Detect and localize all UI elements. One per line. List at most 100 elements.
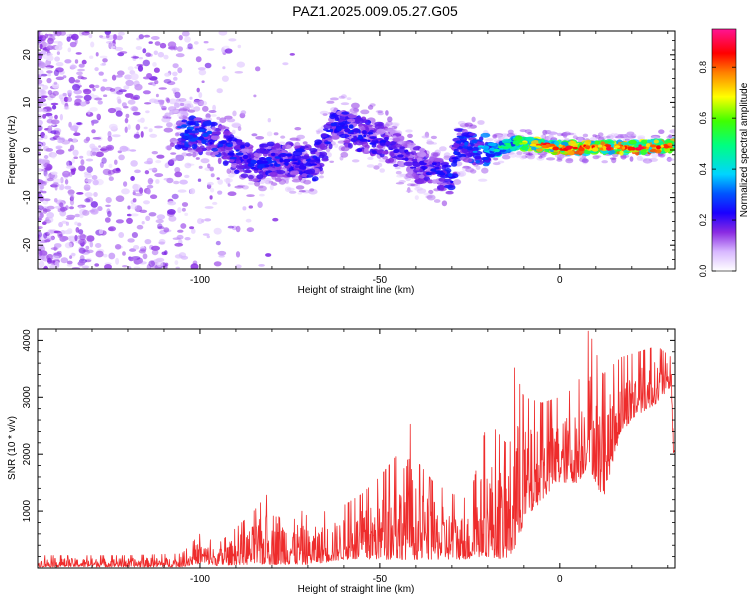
- ridge-halo-cell: [525, 153, 534, 156]
- noise-cell: [184, 174, 190, 179]
- ridge-halo-cell: [431, 142, 438, 145]
- noise-cell: [92, 179, 99, 186]
- ridge-cell: [320, 133, 328, 138]
- noise-cell: [166, 122, 173, 128]
- ridge-core-cell: [202, 133, 209, 137]
- ridge-core-cell: [622, 146, 626, 150]
- ridge-halo-cell: [536, 156, 545, 161]
- noise-cell: [167, 41, 177, 48]
- ridge-cell: [289, 170, 300, 176]
- noise-cell: [60, 257, 69, 264]
- noise-cell: [184, 36, 191, 43]
- noise-cell: [115, 257, 120, 265]
- ridge-cell: [535, 147, 544, 152]
- colorbar-tick-label: 0.8: [698, 61, 708, 74]
- noise-cell: [204, 218, 212, 222]
- noise-cell: [89, 107, 98, 112]
- ridge-halo-cell: [246, 194, 255, 198]
- noise-cell: [189, 188, 196, 195]
- noise-cell: [171, 87, 180, 93]
- noise-cell: [177, 229, 184, 233]
- noise-cell: [122, 265, 128, 268]
- noise-cell: [173, 180, 180, 185]
- noise-cell: [55, 76, 65, 81]
- noise-cell: [127, 99, 136, 105]
- ridge-core-cell: [545, 143, 550, 148]
- noise-cell: [42, 85, 49, 90]
- noise-cell: [62, 75, 67, 79]
- ridge-halo-cell: [493, 157, 499, 161]
- ridge-cell: [328, 143, 333, 150]
- noise-cell: [68, 121, 72, 128]
- snr-xlabel: Height of straight line (km): [298, 584, 415, 595]
- noise-cell: [73, 156, 78, 159]
- spectrogram-xtick-label: 0: [557, 275, 563, 286]
- ridge-core-cell: [348, 124, 354, 129]
- noise-cell: [56, 129, 60, 135]
- noise-cell: [263, 177, 272, 182]
- ridge-cell: [295, 148, 305, 153]
- ridge-halo-cell: [572, 135, 578, 139]
- ridge-core-cell: [259, 157, 266, 161]
- noise-cell: [47, 73, 51, 77]
- ridge-core-cell: [217, 143, 224, 147]
- ridge-halo-cell: [161, 117, 171, 123]
- ridge-halo-cell: [248, 182, 255, 185]
- ridge-core-cell: [309, 159, 317, 163]
- noise-cell: [105, 204, 111, 207]
- noise-cell: [217, 190, 223, 195]
- noise-cell: [66, 36, 71, 42]
- ridge-halo-cell: [164, 112, 171, 118]
- noise-cell: [38, 208, 42, 215]
- ridge-halo-cell: [379, 168, 386, 173]
- noise-cell: [265, 253, 272, 257]
- noise-cell: [137, 119, 144, 123]
- ridge-cell: [458, 153, 467, 158]
- ridge-halo-cell: [619, 134, 629, 139]
- noise-cell: [143, 126, 148, 130]
- ridge-cell: [346, 118, 357, 123]
- ridge-halo-cell: [563, 131, 571, 136]
- noise-cell: [99, 55, 108, 59]
- ridge-halo-cell: [170, 152, 177, 155]
- noise-cell: [72, 84, 81, 91]
- ridge-core-cell: [409, 166, 417, 169]
- ridge-halo-cell: [226, 118, 236, 123]
- ridge-cell: [439, 184, 445, 191]
- ridge-core-cell: [336, 127, 342, 132]
- noise-cell: [90, 208, 99, 215]
- spectrogram-ytick-label: 20: [22, 49, 33, 61]
- noise-cell: [98, 229, 104, 235]
- noise-cell: [153, 50, 158, 56]
- ridge-core-cell: [461, 136, 465, 139]
- ridge-core-cell: [353, 128, 360, 133]
- noise-cell: [272, 217, 279, 222]
- noise-cell: [212, 201, 218, 205]
- noise-cell: [62, 173, 70, 178]
- noise-cell: [157, 51, 165, 58]
- noise-cell: [131, 106, 139, 112]
- noise-cell: [115, 110, 123, 117]
- spectrogram-noise-cells: [38, 31, 295, 269]
- ridge-core-cell: [638, 144, 642, 148]
- noise-cell: [39, 43, 43, 50]
- ridge-halo-cell: [193, 151, 198, 157]
- ridge-cell: [393, 163, 399, 167]
- noise-cell: [164, 162, 170, 169]
- ridge-halo-cell: [255, 136, 265, 140]
- noise-cell: [59, 209, 67, 217]
- snr-frame: [37, 328, 676, 569]
- ridge-cell: [568, 140, 577, 146]
- ridge-cell: [224, 146, 234, 150]
- ridge-halo-cell: [515, 154, 521, 158]
- ridge-halo-cell: [407, 133, 413, 138]
- ridge-core-cell: [466, 146, 474, 151]
- noise-cell: [122, 251, 126, 256]
- noise-cell: [43, 155, 49, 159]
- ridge-cell: [238, 142, 245, 146]
- noise-cell: [217, 157, 222, 165]
- noise-cell: [184, 237, 191, 241]
- noise-cell: [54, 114, 58, 120]
- noise-cell: [132, 56, 139, 59]
- noise-cell: [51, 182, 60, 188]
